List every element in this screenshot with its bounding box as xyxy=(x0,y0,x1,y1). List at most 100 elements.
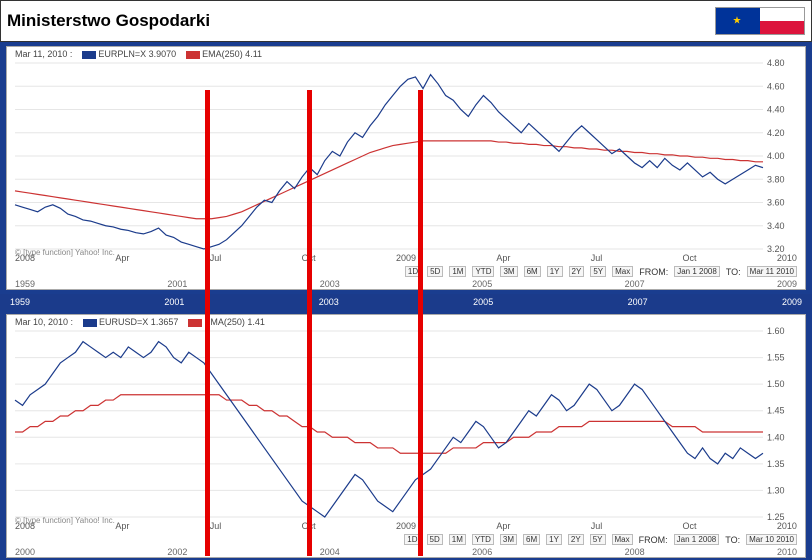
chart-eurusd: Mar 10, 2010 : EURUSD=X 1.3657 EMA(250) … xyxy=(6,314,806,558)
range-button-6m[interactable]: 6M xyxy=(524,266,541,277)
charts-area: Mar 11, 2010 : EURPLN=X 3.9070 EMA(250) … xyxy=(0,42,812,560)
svg-text:4.20: 4.20 xyxy=(767,128,785,138)
divider-year: 2003 xyxy=(319,297,339,307)
from-date-input[interactable]: Jan 1 2008 xyxy=(674,534,720,545)
svg-text:3.60: 3.60 xyxy=(767,198,785,208)
range-controls: 1D5D1MYTD3M6M1Y2Y5YMaxFROM:Jan 1 2008TO:… xyxy=(405,266,797,277)
range-button-1m[interactable]: 1M xyxy=(449,534,466,545)
month-label: Jul xyxy=(210,521,222,531)
svg-text:4.00: 4.00 xyxy=(767,151,785,161)
year-label: 2001 xyxy=(167,279,187,289)
month-label: 2008 xyxy=(15,253,35,263)
range-button-2y[interactable]: 2Y xyxy=(568,534,584,545)
x-axis-years: 1959 2001 2003 2005 2007 2009 xyxy=(15,279,797,289)
month-label: Jul xyxy=(210,253,222,263)
divider-year: 2009 xyxy=(782,297,802,307)
svg-text:1.30: 1.30 xyxy=(767,485,785,495)
ema-label: EMA(250) 1.41 xyxy=(204,317,265,327)
svg-text:1.35: 1.35 xyxy=(767,459,785,469)
year-label: 2005 xyxy=(472,279,492,289)
divider-year: 1959 xyxy=(10,297,30,307)
year-label: 2010 xyxy=(777,547,797,557)
year-label: 2004 xyxy=(320,547,340,557)
from-date-input[interactable]: Jan 1 2008 xyxy=(674,266,720,277)
svg-text:1.60: 1.60 xyxy=(767,326,785,336)
range-button-1m[interactable]: 1M xyxy=(449,266,466,277)
month-label: 2010 xyxy=(777,521,797,531)
range-button-5y[interactable]: 5Y xyxy=(590,266,606,277)
svg-text:1.40: 1.40 xyxy=(767,432,785,442)
range-controls: 1D5D1MYTD3M6M1Y2Y5YMaxFROM:Jan 1 2008TO:… xyxy=(404,534,797,545)
range-button-1y[interactable]: 1Y xyxy=(547,266,563,277)
month-label: 2008 xyxy=(15,521,35,531)
range-button-5d[interactable]: 5D xyxy=(427,534,443,545)
page-title: Ministerstwo Gospodarki xyxy=(7,11,210,31)
svg-text:1.45: 1.45 xyxy=(767,406,785,416)
month-label: Oct xyxy=(683,253,697,263)
year-label: 2008 xyxy=(625,547,645,557)
header: Ministerstwo Gospodarki xyxy=(0,0,812,42)
range-button-2y[interactable]: 2Y xyxy=(569,266,585,277)
chart-legend: Mar 10, 2010 : EURUSD=X 1.3657 EMA(250) … xyxy=(15,317,265,327)
year-label: 2009 xyxy=(777,279,797,289)
divider-bar: 1959 2001 2003 2005 2007 2009 xyxy=(0,294,812,310)
month-label: Jul xyxy=(591,253,603,263)
red-vertical-marker xyxy=(418,90,423,556)
svg-text:3.80: 3.80 xyxy=(767,174,785,184)
range-button-max[interactable]: Max xyxy=(612,266,633,277)
svg-text:1.50: 1.50 xyxy=(767,379,785,389)
year-label: 2000 xyxy=(15,547,35,557)
month-label: Apr xyxy=(115,521,129,531)
legend-date: Mar 10, 2010 : xyxy=(15,317,73,327)
month-label: 2009 xyxy=(396,521,416,531)
flags xyxy=(715,7,805,35)
chart-legend: Mar 11, 2010 : EURPLN=X 3.9070 EMA(250) … xyxy=(15,49,262,59)
range-button-ytd[interactable]: YTD xyxy=(472,266,494,277)
x-axis-months: 2008AprJulOct2009AprJulOct2010 xyxy=(15,521,797,531)
svg-text:3.40: 3.40 xyxy=(767,221,785,231)
range-button-ytd[interactable]: YTD xyxy=(472,534,494,545)
x-axis-months: 2008AprJulOct2009AprJulOct2010 xyxy=(15,253,797,263)
to-label: TO: xyxy=(725,535,740,545)
month-label: 2010 xyxy=(777,253,797,263)
range-button-6m[interactable]: 6M xyxy=(523,534,540,545)
ema-label: EMA(250) 4.11 xyxy=(202,49,262,59)
legend-date: Mar 11, 2010 : xyxy=(15,49,72,59)
svg-text:4.60: 4.60 xyxy=(767,81,785,91)
from-label: FROM: xyxy=(639,267,668,277)
chart-eurpln: Mar 11, 2010 : EURPLN=X 3.9070 EMA(250) … xyxy=(6,46,806,290)
month-label: Oct xyxy=(683,521,697,531)
divider-year: 2007 xyxy=(628,297,648,307)
year-label: 2006 xyxy=(472,547,492,557)
range-button-max[interactable]: Max xyxy=(612,534,633,545)
month-label: Jul xyxy=(591,521,603,531)
month-label: Apr xyxy=(496,521,510,531)
red-vertical-marker xyxy=(307,90,312,556)
range-button-1y[interactable]: 1Y xyxy=(546,534,562,545)
year-label: 1959 xyxy=(15,279,35,289)
to-date-input[interactable]: Mar 11 2010 xyxy=(747,266,797,277)
poland-flag-icon xyxy=(760,8,804,34)
divider-year: 2005 xyxy=(473,297,493,307)
month-label: 2009 xyxy=(396,253,416,263)
range-button-3m[interactable]: 3M xyxy=(500,534,517,545)
year-label: 2002 xyxy=(167,547,187,557)
to-label: TO: xyxy=(726,267,741,277)
range-button-5d[interactable]: 5D xyxy=(427,266,443,277)
from-label: FROM: xyxy=(639,535,668,545)
range-button-5y[interactable]: 5Y xyxy=(590,534,606,545)
svg-text:4.80: 4.80 xyxy=(767,58,785,68)
eu-flag-icon xyxy=(716,8,760,34)
series-label: EURPLN=X 3.9070 xyxy=(98,49,176,59)
x-axis-years: 2000 2002 2004 2006 2008 2010 xyxy=(15,547,797,557)
range-button-3m[interactable]: 3M xyxy=(500,266,517,277)
svg-text:1.55: 1.55 xyxy=(767,353,785,363)
divider-year: 2001 xyxy=(164,297,184,307)
series-label: EURUSD=X 1.3657 xyxy=(99,317,178,327)
red-vertical-marker xyxy=(205,90,210,556)
month-label: Apr xyxy=(115,253,129,263)
svg-text:4.40: 4.40 xyxy=(767,105,785,115)
year-label: 2007 xyxy=(625,279,645,289)
year-label: 2003 xyxy=(320,279,340,289)
to-date-input[interactable]: Mar 10 2010 xyxy=(746,534,797,545)
